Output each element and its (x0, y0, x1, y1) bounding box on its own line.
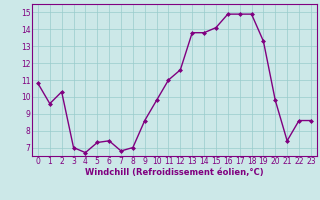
X-axis label: Windchill (Refroidissement éolien,°C): Windchill (Refroidissement éolien,°C) (85, 168, 264, 177)
